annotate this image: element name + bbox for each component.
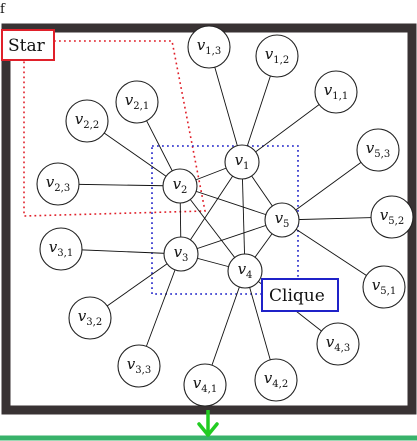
- node-v4_1: v4,1: [183, 363, 227, 407]
- edge-v3-v5: [180, 219, 283, 255]
- node-label: v4,2: [264, 369, 288, 390]
- node-v2: v2: [162, 168, 198, 204]
- node-v4: v4: [227, 253, 263, 289]
- node-circle: [39, 227, 83, 271]
- node-v5_2: v5,2: [370, 195, 414, 239]
- node-circle: [117, 344, 161, 388]
- node-circle: [115, 80, 159, 124]
- node-circle: [68, 296, 112, 340]
- node-v4_2: v4,2: [254, 358, 298, 402]
- node-label: v1,3: [197, 36, 221, 57]
- node-v5_1: v5,1: [362, 265, 406, 309]
- node-v1_3: v1,3: [187, 25, 231, 69]
- node-v1_2: v1,2: [255, 34, 299, 78]
- clique-label: Clique: [269, 286, 325, 306]
- node-layer: v1 v2 v3 v4 v5 v1,1 v1,2 v1,3 v2,1 v2,2 v2,3 v3,1 v3…: [36, 25, 414, 407]
- node-circle: [36, 162, 80, 206]
- edge-v2-v4: [179, 185, 246, 272]
- node-label: v2,2: [75, 110, 99, 131]
- node-circle: [162, 168, 198, 204]
- node-circle: [370, 195, 414, 239]
- node-circle: [362, 265, 406, 309]
- panel-letter: f: [0, 2, 6, 17]
- edge-v1-v4: [241, 161, 246, 272]
- node-circle: [314, 70, 358, 114]
- node-label: v2,3: [46, 173, 70, 194]
- node-label: v5,1: [372, 276, 396, 297]
- node-label: v3,2: [78, 307, 102, 328]
- node-v1_1: v1,1: [314, 70, 358, 114]
- node-label: v4: [238, 260, 253, 281]
- node-v5: v5: [264, 202, 300, 238]
- node-label: v1,1: [324, 81, 348, 102]
- node-v2_2: v2,2: [65, 99, 109, 143]
- node-label: v4,3: [326, 333, 350, 354]
- node-circle: [316, 322, 360, 366]
- node-v3_3: v3,3: [117, 344, 161, 388]
- node-label: v5: [275, 209, 290, 230]
- node-circle: [163, 236, 199, 272]
- down-arrow-icon: [197, 410, 219, 437]
- node-circle: [255, 34, 299, 78]
- node-v5_3: v5,3: [356, 128, 400, 172]
- node-label: v4,1: [193, 374, 217, 395]
- clique-label-frame: [261, 278, 339, 312]
- node-label: v3: [174, 243, 189, 264]
- node-label: v2,1: [125, 91, 149, 112]
- node-v4_3: v4,3: [316, 322, 360, 366]
- node-circle: [187, 25, 231, 69]
- node-label: v5,3: [366, 139, 390, 160]
- node-v2_1: v2,1: [115, 80, 159, 124]
- node-circle: [264, 202, 300, 238]
- star-label: Star: [8, 36, 46, 56]
- node-circle: [227, 253, 263, 289]
- node-circle: [356, 128, 400, 172]
- node-label: v1,2: [265, 45, 289, 66]
- node-circle: [224, 144, 260, 180]
- node-v3_1: v3,1: [39, 227, 83, 271]
- star-label-box: Star: [1, 29, 55, 61]
- node-circle: [254, 358, 298, 402]
- node-v3_2: v3,2: [68, 296, 112, 340]
- node-v2_3: v2,3: [36, 162, 80, 206]
- node-label: v2: [173, 175, 188, 196]
- node-label: v5,2: [380, 206, 404, 227]
- node-v3: v3: [163, 236, 199, 272]
- node-label: v3,3: [127, 355, 151, 376]
- node-v1: v1: [224, 144, 260, 180]
- node-label: v3,1: [49, 238, 73, 259]
- star-label-frame: [1, 29, 55, 61]
- node-label: v1: [235, 151, 250, 172]
- clique-label-box: Clique: [261, 278, 339, 312]
- edge-v1-v3: [180, 161, 243, 255]
- node-circle: [183, 363, 227, 407]
- star-region-outline: [23, 40, 206, 217]
- edge-v2-v5: [179, 185, 283, 221]
- node-circle: [65, 99, 109, 143]
